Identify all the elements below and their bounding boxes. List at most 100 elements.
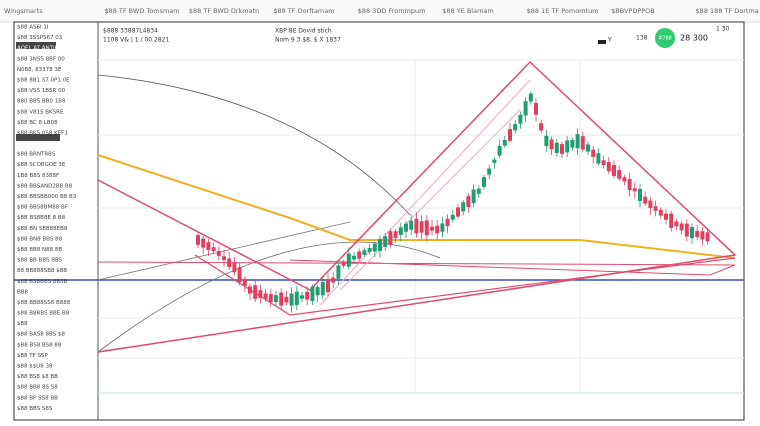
candle-body	[372, 243, 377, 252]
sidebar-highlight	[16, 42, 56, 49]
candle-body	[560, 144, 564, 154]
sidebar-highlight	[16, 134, 60, 141]
sidebar-row: $88 BN SEB88EB8	[17, 226, 68, 232]
sidebar-row: $88 3SSPS67 03	[17, 35, 63, 41]
candle-body	[352, 255, 356, 260]
candle-body	[487, 168, 492, 175]
sidebar-row: $88 BN8 BBS 88	[17, 236, 63, 242]
candle-body	[450, 214, 455, 220]
candle-body	[554, 142, 559, 154]
candle-body	[300, 295, 304, 299]
candle-body	[705, 232, 710, 242]
sidebar-row: AOEL AT ANTIRY	[17, 46, 62, 52]
candle-body	[206, 242, 211, 251]
candle-body	[383, 236, 388, 247]
candle-body	[575, 134, 580, 149]
tab: $88 TF BWD Drkmatn	[189, 7, 259, 15]
candle-body	[336, 265, 341, 279]
mark: Y	[607, 37, 612, 44]
pattern-line	[97, 60, 737, 353]
candle-body	[695, 230, 700, 237]
candle-body	[497, 145, 502, 156]
sidebar-row: BB8	[17, 289, 29, 295]
candle-body	[388, 231, 393, 245]
candle-body	[310, 286, 315, 302]
sidebar-row: $B8 BS8 BS8 88	[17, 342, 62, 348]
candle-body	[461, 202, 466, 212]
sidebar-row: 1B8 B8S 8388F	[17, 173, 59, 179]
badge-text: #788	[658, 36, 672, 42]
sidebar-row: $88 3NSS 8BF 00	[17, 56, 65, 62]
candle-body	[466, 196, 471, 208]
candle-body	[211, 247, 216, 252]
candle-body	[232, 262, 237, 273]
candle-body	[430, 226, 434, 231]
pair: XBP 8E Dovid stich	[275, 28, 332, 35]
sidebar-row: $88 BB BBS BBS	[17, 258, 63, 264]
candle-body	[606, 161, 611, 172]
candles	[196, 91, 710, 313]
candle-body	[274, 295, 278, 303]
candle-body	[549, 139, 554, 150]
curve	[97, 241, 441, 353]
curve	[97, 74, 411, 216]
candle-body	[362, 250, 367, 255]
candle-body	[700, 231, 705, 240]
candle-body	[248, 286, 252, 294]
sidebar-row: N088, 83378 3E	[17, 67, 62, 73]
candle-body	[398, 227, 403, 235]
candle-body	[518, 114, 523, 124]
candle-body	[596, 153, 601, 164]
sidebar-row: 88 BB888SB8 $8B	[17, 268, 67, 274]
candle-body	[227, 258, 232, 267]
tab: $88 YE Blamam	[442, 7, 494, 15]
sidebar-row: $88 BSBBBS 8BSB	[17, 279, 68, 285]
candle-body	[674, 221, 679, 227]
sidebar-row: $88 TF S5P	[17, 353, 49, 359]
sidebar-row: $88 BRNTRBS	[17, 152, 56, 158]
candle-body	[331, 277, 336, 283]
candle-body	[632, 188, 637, 192]
tab: $88 1E TF Pomomtum	[527, 7, 599, 15]
candle-body	[409, 220, 414, 230]
candle-body	[222, 256, 226, 260]
candle-body	[544, 135, 549, 147]
sidebar-row: $88 BB8 8S S8	[17, 385, 58, 391]
candle-body	[294, 291, 299, 305]
sidebar-row: $88 BP SS8 BB	[17, 395, 58, 401]
tab: $88 TF Dorftamam	[273, 7, 334, 15]
sidebar-row: $88 BB88SS6 B888	[17, 300, 71, 306]
sidebar-row: $88	[17, 321, 28, 327]
candle-body	[601, 160, 606, 166]
tab: Wingsmarts	[4, 7, 43, 15]
candle-body	[393, 231, 398, 238]
value: 28 300	[680, 34, 708, 43]
icon	[598, 40, 606, 44]
candle-body	[242, 278, 247, 286]
candle-body	[284, 296, 289, 303]
sidebar-row: $88 $$U8 38	[17, 364, 53, 370]
candle-body	[690, 227, 694, 239]
candle-body	[617, 169, 622, 179]
sidebar-row: $88 BBSBB000 B8 B3	[17, 194, 77, 200]
sidebar-row: 880 BBS BB0 1B8	[17, 99, 66, 105]
candle-body	[591, 149, 596, 157]
sidebar-row: $88 BBS S8S	[17, 406, 53, 412]
sidebar-row: $88 B8RBS BBE B8	[17, 311, 70, 317]
candle-body	[279, 292, 284, 306]
candle-body	[482, 177, 486, 187]
candle-body	[326, 279, 330, 293]
candle-body	[456, 207, 460, 217]
ma-line	[97, 154, 736, 259]
sidebar-row: $88 AS6I 1I	[17, 25, 49, 31]
candle-body	[586, 144, 590, 152]
candle-body	[341, 262, 346, 266]
sidebar-row: $88 BKS 0S8 KEF1	[17, 130, 68, 136]
candle-body	[404, 223, 408, 232]
candle-body	[346, 253, 351, 267]
candle-body	[638, 188, 642, 202]
candle-body	[513, 124, 518, 131]
candle-body	[445, 218, 450, 227]
candle-body	[378, 239, 382, 251]
